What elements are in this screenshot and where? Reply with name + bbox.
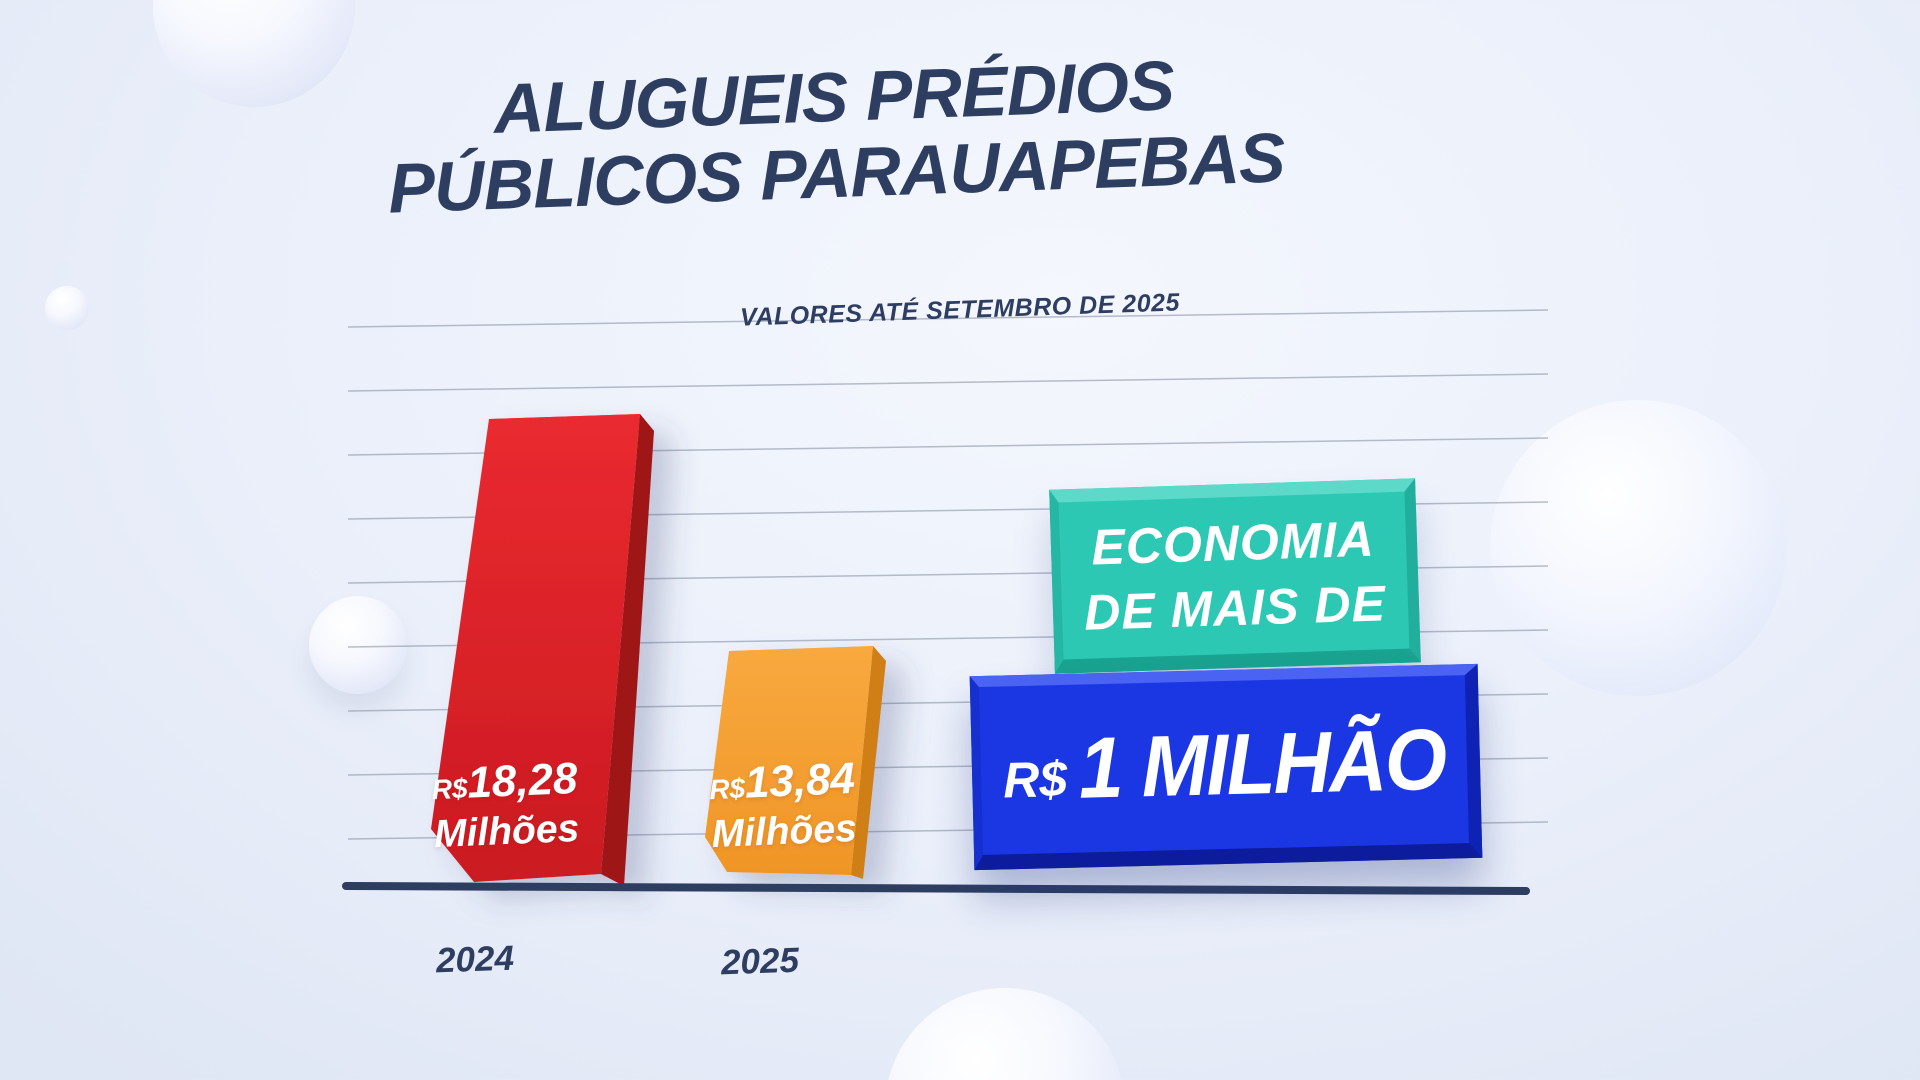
savings-label-line-1: ECONOMIA — [1090, 510, 1376, 575]
bar-2025-unit: Milhões — [710, 806, 858, 857]
savings-label-text: ECONOMIA DE MAIS DE — [1081, 506, 1387, 645]
bar-2025-value-label: R$13,84 Milhões — [696, 753, 870, 857]
x-tick-2024: 2024 — [435, 938, 515, 981]
bar-2025-side-face — [851, 646, 886, 879]
decor-sphere-tiny-left — [45, 286, 89, 330]
savings-amount-value: 1 MILHÃO — [1077, 711, 1447, 817]
decor-sphere-small-left — [309, 596, 407, 694]
currency-symbol: R$ — [431, 772, 469, 806]
savings-label-line-2: DE MAIS DE — [1083, 574, 1387, 641]
bar-2024-value: R$18,28 — [431, 753, 579, 808]
bar-2025 — [705, 646, 886, 879]
bar-2024-side-face — [601, 414, 654, 886]
savings-amount-text: R$ 1 MILHÃO — [1002, 711, 1446, 817]
bar-2025-value: R$13,84 — [708, 753, 856, 808]
currency-symbol: R$ — [1002, 750, 1068, 809]
bar-2024-front-face — [431, 414, 640, 882]
currency-symbol: R$ — [708, 772, 746, 806]
bar-2024 — [431, 414, 654, 886]
savings-label-badge: ECONOMIA DE MAIS DE — [1049, 478, 1421, 674]
gridline — [347, 373, 1549, 392]
savings-amount-badge: R$ 1 MILHÃO — [969, 663, 1483, 871]
bar-2025-front-face — [705, 646, 873, 875]
gridline — [347, 309, 1549, 328]
x-tick-2025: 2025 — [720, 940, 800, 983]
x-axis-line — [342, 882, 1530, 895]
bar-2024-value-label: R$18,28 Milhões — [416, 753, 595, 857]
decor-sphere-big-right — [1490, 400, 1786, 696]
bar-2024-unit: Milhões — [433, 806, 581, 857]
